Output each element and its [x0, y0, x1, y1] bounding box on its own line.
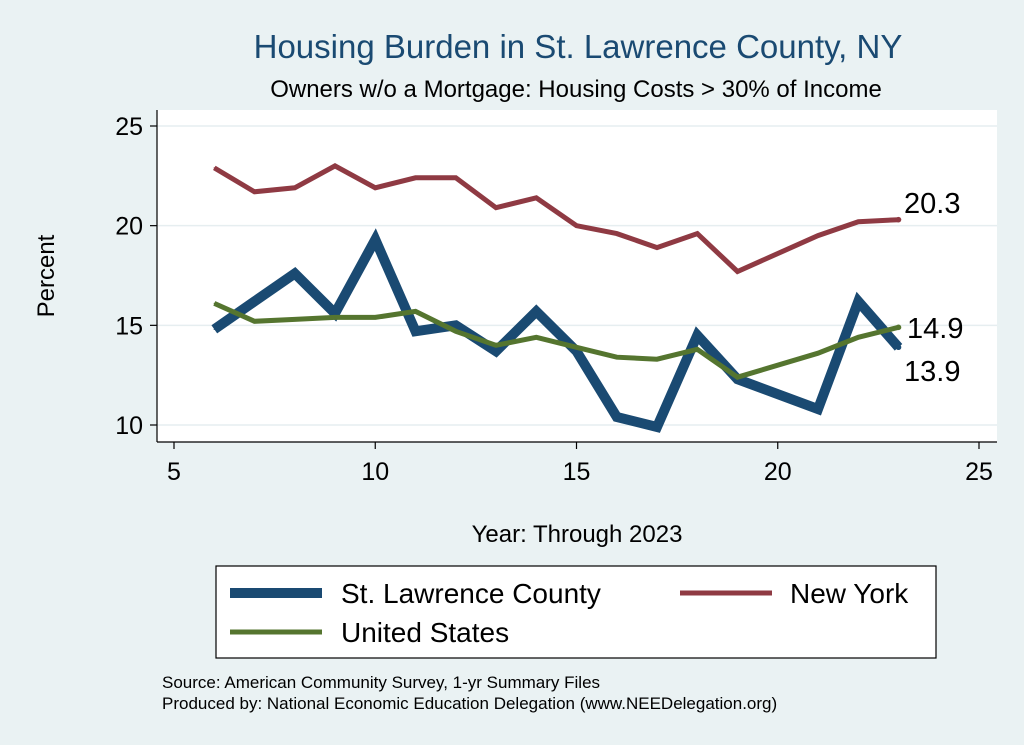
point-st-lawrence-county-13 [495, 350, 497, 352]
point-united-states-21 [817, 352, 819, 354]
point-new-york-7 [253, 191, 256, 193]
point-new-york-12 [455, 177, 457, 179]
point-st-lawrence-county-16 [616, 416, 618, 418]
point-new-york-22 [857, 221, 859, 223]
y-tick-label-20: 20 [115, 213, 143, 241]
y-tick-label-10: 10 [115, 412, 143, 440]
point-st-lawrence-county-18 [696, 334, 698, 336]
point-new-york-19 [736, 270, 739, 273]
point-new-york-15 [575, 225, 578, 227]
point-united-states-16 [616, 356, 618, 358]
end-label-st-lawrence-county: 13.9 [904, 356, 960, 388]
point-united-states-9 [334, 316, 336, 318]
point-st-lawrence-county-10 [374, 239, 376, 241]
point-st-lawrence-county-7 [253, 300, 256, 303]
point-new-york-16 [616, 233, 618, 235]
x-tick-label-10: 10 [361, 458, 389, 486]
chart-subtitle: Owners w/o a Mortgage: Housing Costs > 3… [270, 76, 882, 103]
chart-title: Housing Burden in St. Lawrence County, N… [254, 28, 903, 65]
legend-label-united-states: United States [341, 617, 509, 648]
point-united-states-17 [656, 358, 658, 360]
point-st-lawrence-county-21 [817, 408, 819, 410]
legend-label-st-lawrence-county: St. Lawrence County [341, 578, 601, 609]
point-st-lawrence-county-23 [895, 344, 902, 351]
y-tick-label-25: 25 [115, 113, 143, 141]
point-united-states-8 [294, 318, 296, 320]
point-united-states-23 [895, 324, 902, 331]
point-st-lawrence-county-12 [455, 324, 457, 326]
point-st-lawrence-county-14 [535, 310, 537, 312]
point-united-states-13 [495, 344, 497, 346]
point-new-york-9 [334, 165, 336, 167]
y-axis-ticks: 10 15 20 25 [115, 113, 157, 440]
point-new-york-13 [495, 207, 497, 209]
point-new-york-21 [817, 235, 819, 237]
x-tick-label-20: 20 [764, 458, 792, 486]
x-tick-label-5: 5 [167, 458, 181, 486]
point-united-states-10 [374, 316, 376, 318]
point-st-lawrence-county-9 [334, 312, 336, 314]
point-new-york-18 [696, 233, 698, 235]
point-new-york-6 [213, 167, 215, 169]
end-label-united-states: 14.9 [907, 313, 963, 345]
point-united-states-6 [213, 302, 215, 305]
point-united-states-14 [535, 336, 537, 338]
y-tick-label-15: 15 [115, 312, 143, 340]
producer-note: Produced by: National Economic Education… [162, 694, 777, 713]
end-label-new-york: 20.3 [904, 188, 960, 220]
point-st-lawrence-county-11 [414, 330, 417, 332]
x-axis-ticks: 5 10 15 20 25 [167, 442, 993, 486]
point-united-states-22 [857, 336, 859, 338]
legend-box [215, 565, 937, 659]
x-tick-label-15: 15 [563, 458, 591, 486]
point-st-lawrence-county-17 [656, 426, 658, 428]
legend: St. Lawrence County New York United Stat… [215, 565, 937, 659]
point-new-york-11 [414, 177, 417, 179]
point-united-states-7 [253, 320, 256, 322]
point-new-york-17 [656, 246, 658, 249]
point-united-states-15 [575, 346, 578, 348]
point-united-states-19 [736, 376, 739, 378]
point-st-lawrence-county-8 [294, 272, 296, 275]
source-note: Source: American Community Survey, 1-yr … [162, 673, 600, 692]
series-lines [211, 163, 903, 433]
x-axis-title: Year: Through 2023 [472, 521, 683, 548]
y-axis-title: Percent [33, 234, 60, 317]
point-united-states-18 [696, 348, 698, 350]
x-tick-label-25: 25 [965, 458, 993, 486]
point-united-states-11 [414, 310, 417, 312]
legend-label-new-york: New York [790, 578, 909, 609]
point-united-states-12 [455, 330, 457, 332]
point-st-lawrence-county-22 [857, 300, 859, 303]
point-new-york-23 [895, 216, 902, 223]
point-new-york-14 [535, 197, 537, 199]
point-st-lawrence-county-15 [575, 350, 578, 352]
point-new-york-8 [294, 187, 296, 189]
point-new-york-10 [374, 187, 376, 189]
point-st-lawrence-county-6 [213, 328, 215, 330]
